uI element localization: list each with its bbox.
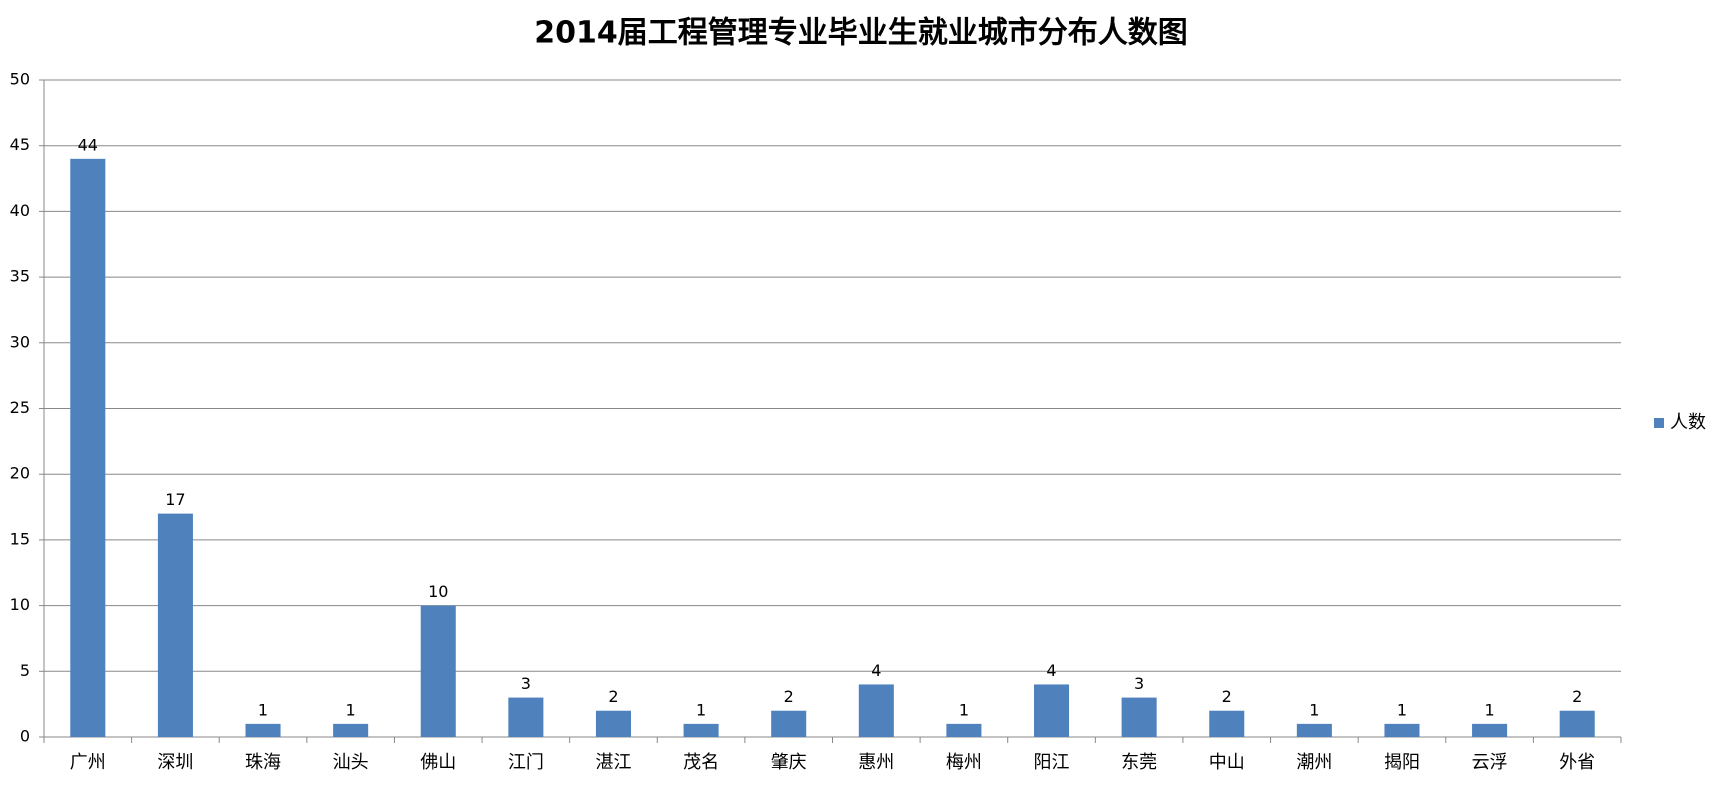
y-tick-label: 0: [20, 727, 30, 746]
data-label: 1: [1309, 700, 1319, 719]
data-label: 1: [1397, 700, 1407, 719]
y-tick-label: 25: [10, 398, 30, 417]
y-tick-label: 15: [10, 529, 30, 548]
x-tick-label: 湛江: [595, 752, 631, 773]
y-tick-label: 10: [10, 595, 30, 614]
legend-label: 人数: [1670, 412, 1706, 433]
bar: [683, 723, 719, 737]
bar: [1121, 697, 1157, 737]
bar: [1209, 710, 1245, 737]
x-tick-label: 佛山: [420, 752, 456, 773]
x-tick-label: 揭阳: [1384, 752, 1420, 773]
x-tick-label: 汕头: [333, 752, 369, 773]
bar: [333, 723, 369, 737]
x-tick-label: 东莞: [1121, 752, 1157, 773]
data-label: 2: [1222, 687, 1232, 706]
y-tick-label: 30: [10, 332, 30, 351]
bar: [1472, 723, 1508, 737]
bar: [420, 605, 456, 737]
data-label: 4: [871, 661, 881, 680]
y-tick-label: 40: [10, 201, 30, 220]
x-tick-label: 茂名: [683, 752, 719, 773]
x-tick-label: 潮州: [1296, 752, 1332, 773]
x-tick-label: 深圳: [157, 752, 193, 773]
data-label: 1: [696, 700, 706, 719]
data-label: 3: [1134, 674, 1144, 693]
x-tick-label: 珠海: [245, 752, 281, 773]
bar: [595, 710, 631, 737]
bar: [508, 697, 544, 737]
data-label: 2: [784, 687, 794, 706]
y-tick-label: 50: [10, 70, 30, 89]
bar: [70, 158, 106, 738]
data-label: 1: [959, 700, 969, 719]
y-tick-label: 20: [10, 464, 30, 483]
y-tick-label: 5: [20, 661, 30, 680]
x-tick-label: 广州: [70, 752, 106, 773]
data-label: 1: [346, 700, 356, 719]
x-tick-label: 梅州: [946, 752, 982, 773]
x-tick-label: 中山: [1209, 752, 1245, 773]
bar: [1384, 723, 1420, 737]
bar: [771, 710, 807, 737]
bar: [1296, 723, 1332, 737]
chart-title: 2014届工程管理专业毕业生就业城市分布人数图: [534, 16, 1188, 51]
x-tick-label: 云浮: [1472, 752, 1508, 773]
bar: [245, 723, 281, 737]
x-tick-label: 外省: [1559, 752, 1595, 773]
bar: [1559, 710, 1595, 737]
data-label: 44: [78, 135, 98, 154]
y-tick-label: 35: [10, 267, 30, 286]
bar: [858, 684, 894, 737]
x-tick-label: 阳江: [1034, 752, 1070, 773]
y-tick-label: 45: [10, 135, 30, 154]
bar: [1034, 684, 1070, 737]
data-label: 10: [428, 582, 448, 601]
data-label: 3: [521, 674, 531, 693]
data-label: 1: [1484, 700, 1494, 719]
data-label: 2: [608, 687, 618, 706]
data-label: 1: [258, 700, 268, 719]
data-label: 17: [165, 490, 185, 509]
x-tick-label: 肇庆: [771, 752, 807, 773]
x-tick-label: 江门: [508, 752, 544, 773]
bar: [157, 513, 193, 737]
x-tick-label: 惠州: [858, 752, 894, 773]
data-label: 4: [1046, 661, 1056, 680]
bar: [946, 723, 982, 737]
data-label: 2: [1572, 687, 1582, 706]
legend-swatch: [1654, 418, 1664, 428]
